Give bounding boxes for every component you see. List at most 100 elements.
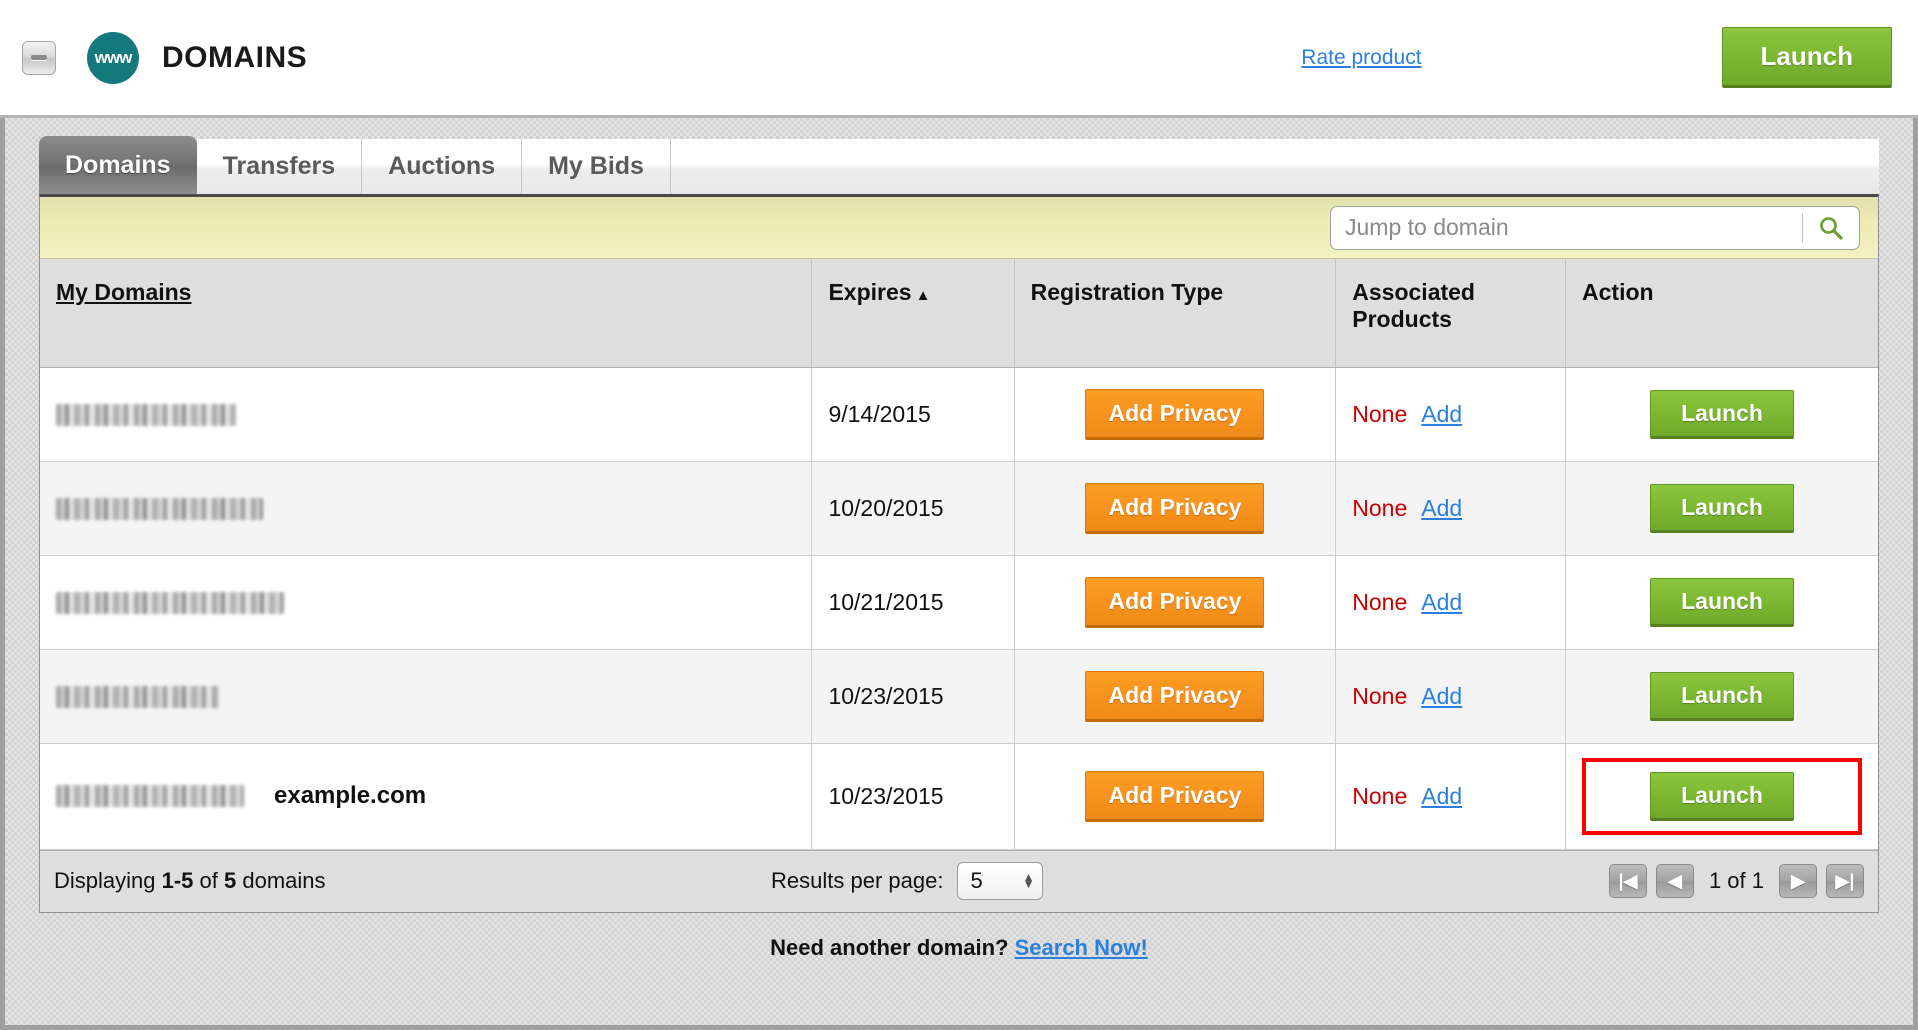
table-row: 10/20/2015 Add Privacy None Add Launch — [40, 461, 1878, 556]
cell-registration-type: Add Privacy — [1014, 555, 1337, 650]
displaying-range: 1-5 — [161, 868, 194, 893]
rate-product-link[interactable]: Rate product — [1301, 45, 1422, 69]
cell-domain-name — [40, 649, 813, 744]
redacted-domain-name — [56, 404, 236, 427]
cell-associated-products: None Add — [1335, 555, 1567, 650]
cell-expires: 9/14/2015 — [811, 367, 1015, 462]
table-row: example.com 10/23/2015 Add Privacy None Add L… — [40, 743, 1878, 850]
add-privacy-button[interactable]: Add Privacy — [1085, 576, 1265, 628]
cell-registration-type: Add Privacy — [1014, 367, 1337, 462]
add-associated-product-link[interactable]: Add — [1421, 682, 1463, 709]
cell-action: Launch — [1565, 461, 1878, 556]
results-per-page-group: Results per page: 5 ▲ ▼ — [206, 862, 1609, 900]
cell-action: Launch — [1565, 555, 1878, 650]
associated-none-text: None — [1352, 682, 1408, 709]
tab-auctions[interactable]: Auctions — [362, 139, 523, 194]
search-now-link[interactable]: Search Now! — [1014, 934, 1148, 960]
sort-ascending-icon: ▲ — [915, 287, 931, 304]
action-label: Action — [1582, 279, 1654, 305]
prev-page-icon: ◀ — [1668, 870, 1682, 891]
column-header-action: Action — [1565, 259, 1878, 368]
table-row: 9/14/2015 Add Privacy None Add Launch — [40, 367, 1878, 462]
cell-domain-name — [40, 367, 813, 462]
cell-associated-products: None Add — [1335, 367, 1567, 462]
pagination-prev-button[interactable]: ◀ — [1655, 864, 1694, 898]
associated-none-text: None — [1352, 782, 1408, 809]
table-row: 10/23/2015 Add Privacy None Add Launch — [40, 649, 1878, 744]
tab-bar-filler — [670, 139, 1879, 194]
results-per-page-select[interactable]: 5 ▲ ▼ — [957, 862, 1044, 900]
pagination-first-button[interactable]: |◀ — [1608, 864, 1647, 898]
results-per-page-value: 5 — [970, 868, 983, 893]
tab-domains-label: Domains — [65, 150, 171, 179]
cell-expires: 10/23/2015 — [811, 743, 1015, 850]
header-launch-button[interactable]: Launch — [1721, 27, 1892, 88]
table-header-row: My Domains Expires ▲ Registration Type As… — [40, 259, 1878, 368]
row-launch-button[interactable]: Launch — [1650, 671, 1794, 721]
minus-icon — [31, 55, 47, 60]
search-icon — [1820, 216, 1843, 240]
tab-auctions-label: Auctions — [388, 152, 496, 180]
cell-associated-products: None Add — [1335, 649, 1567, 744]
domains-table-card: My Domains Expires▲ Registration Type As… — [39, 194, 1879, 913]
tab-transfers[interactable]: Transfers — [196, 139, 363, 194]
first-page-icon: |◀ — [1618, 870, 1638, 891]
need-another-domain: Need another domain? Search Now! — [39, 913, 1879, 961]
cell-domain-name: example.com — [40, 743, 813, 850]
add-privacy-button[interactable]: Add Privacy — [1085, 770, 1265, 822]
pagination-last-button[interactable]: ▶| — [1826, 864, 1864, 898]
add-associated-product-link[interactable]: Add — [1421, 400, 1463, 427]
next-page-icon: ▶ — [1791, 870, 1805, 891]
row-launch-button[interactable]: Launch — [1650, 771, 1794, 821]
column-header-associated-products: Associated Products — [1335, 259, 1567, 368]
table-row: 10/21/2015 Add Privacy None Add Launch — [40, 555, 1878, 650]
displaying-middle: of — [193, 868, 224, 893]
domains-table-head: My Domains Expires ▲ Registration Type As… — [40, 259, 1878, 368]
redacted-domain-name — [56, 592, 284, 615]
tab-my-bids[interactable]: My Bids — [522, 139, 671, 194]
displaying-prefix: Displaying — [54, 868, 162, 893]
column-header-expires[interactable]: Expires ▲ — [811, 259, 1015, 368]
add-associated-product-link[interactable]: Add — [1421, 588, 1463, 615]
cell-expires: 10/20/2015 — [811, 461, 1015, 556]
add-privacy-button[interactable]: Add Privacy — [1085, 388, 1265, 440]
redacted-domain-name — [56, 785, 244, 808]
column-header-my-domains[interactable]: My Domains — [40, 259, 813, 368]
cell-associated-products: None Add — [1335, 461, 1567, 556]
results-per-page-label: Results per page: — [771, 868, 944, 893]
add-privacy-button[interactable]: Add Privacy — [1085, 482, 1265, 534]
cell-action: Launch — [1565, 649, 1878, 744]
pagination-controls: |◀ ◀ 1 of 1 ▶ ▶| — [1608, 864, 1864, 898]
cell-associated-products: None Add — [1335, 743, 1567, 850]
search-button[interactable] — [1803, 207, 1859, 249]
displaying-total: 5 — [223, 868, 237, 893]
last-page-icon: ▶| — [1835, 870, 1855, 891]
tab-domains[interactable]: Domains — [39, 136, 197, 194]
displaying-suffix: domains — [236, 868, 326, 893]
page-title: DOMAINS — [162, 40, 308, 74]
pagination-next-button[interactable]: ▶ — [1779, 864, 1817, 898]
cell-expires: 10/21/2015 — [811, 555, 1015, 650]
collapse-panel-button[interactable] — [22, 40, 56, 75]
row-launch-button[interactable]: Launch — [1650, 577, 1794, 627]
cell-action: Launch — [1565, 743, 1878, 850]
add-associated-product-link[interactable]: Add — [1421, 782, 1463, 809]
associated-none-text: None — [1352, 494, 1408, 521]
jump-to-domain-search[interactable] — [1330, 205, 1860, 250]
row-launch-button[interactable]: Launch — [1650, 483, 1794, 533]
search-input[interactable] — [1331, 206, 1802, 249]
stepper-icon: ▲ ▼ — [1022, 870, 1035, 891]
column-header-registration-type: Registration Type — [1014, 259, 1337, 368]
my-domains-sort-link[interactable]: My Domains — [56, 279, 192, 305]
tab-bar: Domains Transfers Auctions My Bids — [39, 134, 1879, 194]
tab-my-bids-label: My Bids — [548, 152, 644, 180]
table-footer: Displaying 1-5 of 5 domains Results per … — [40, 849, 1878, 912]
add-privacy-button[interactable]: Add Privacy — [1085, 670, 1265, 722]
registration-type-label: Registration Type — [1030, 279, 1224, 305]
redacted-domain-name — [56, 498, 263, 521]
add-associated-product-link[interactable]: Add — [1421, 494, 1463, 521]
row-launch-button[interactable]: Launch — [1650, 389, 1794, 439]
need-another-domain-text: Need another domain? — [770, 934, 1009, 960]
displaying-count: Displaying 1-5 of 5 domains — [54, 868, 326, 894]
search-band — [40, 197, 1878, 259]
